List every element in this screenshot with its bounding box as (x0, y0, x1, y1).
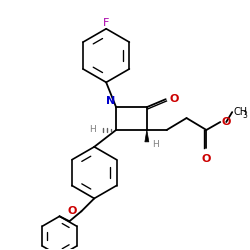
Polygon shape (145, 130, 149, 142)
Text: F: F (103, 18, 109, 28)
Text: O: O (67, 206, 76, 216)
Text: H: H (152, 140, 158, 149)
Text: 3: 3 (242, 110, 247, 120)
Text: O: O (202, 154, 211, 164)
Text: CH: CH (233, 107, 247, 117)
Text: N: N (106, 96, 115, 106)
Text: O: O (170, 94, 179, 104)
Text: O: O (221, 117, 231, 127)
Text: H: H (90, 126, 96, 134)
